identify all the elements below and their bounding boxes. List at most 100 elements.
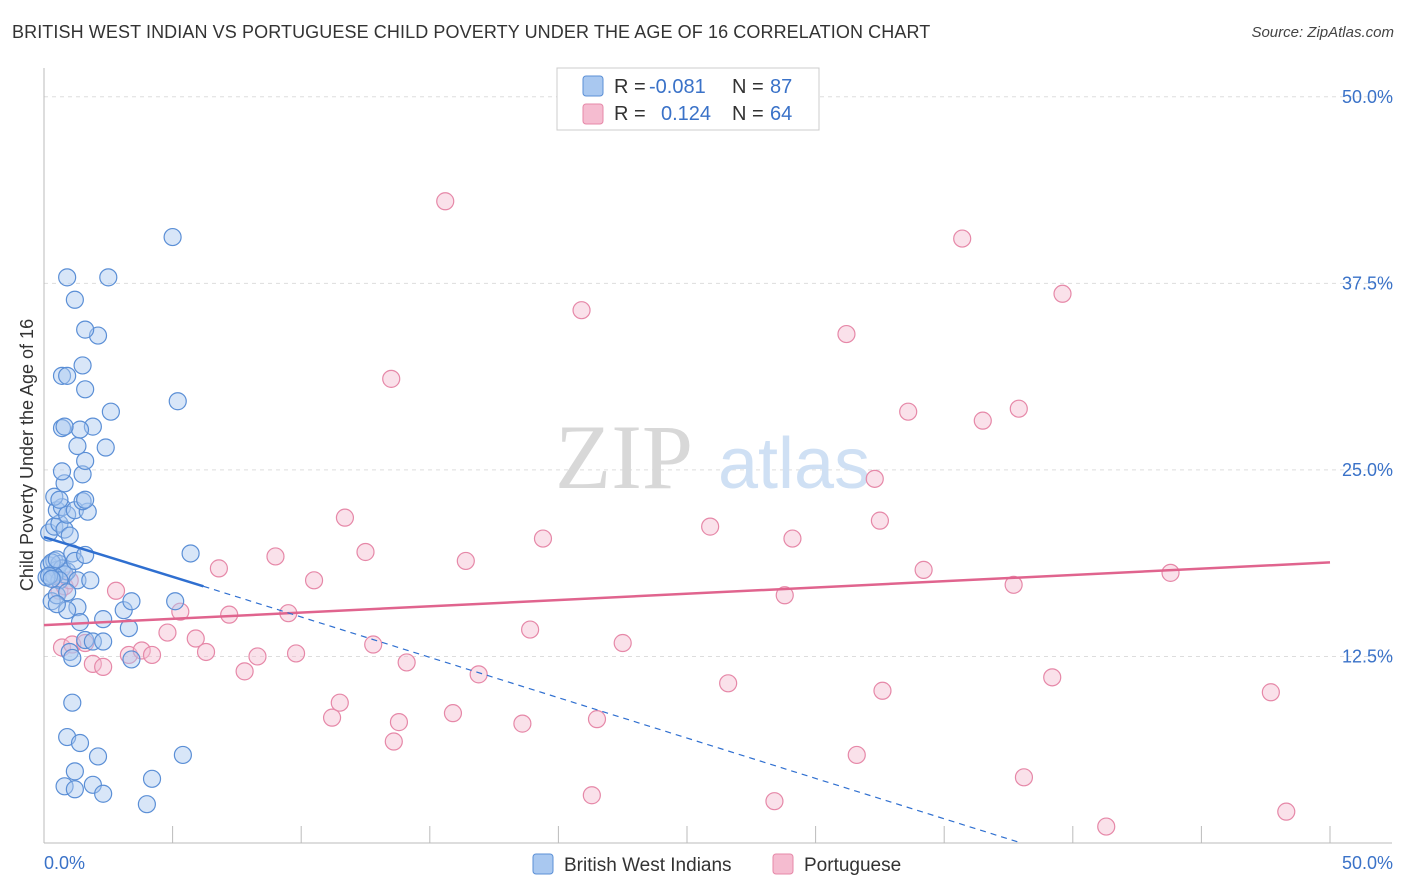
y-tick-label: 12.5% [1342, 646, 1393, 666]
legend-r-label-2: R = [614, 103, 646, 125]
data-point [70, 420, 90, 439]
data-point [158, 623, 177, 642]
data-point [119, 618, 138, 638]
data-point [55, 520, 74, 539]
data-point [1014, 768, 1034, 787]
data-point [83, 775, 102, 794]
legend-n-value-2: 64 [770, 103, 792, 125]
data-point [173, 745, 192, 765]
data-point [1277, 802, 1296, 821]
x-tick-label: 0.0% [44, 853, 85, 873]
data-point [96, 438, 115, 457]
data-point [76, 380, 95, 399]
data-point [1009, 399, 1028, 418]
data-point [364, 635, 383, 654]
data-point [76, 320, 95, 339]
data-point [397, 653, 416, 672]
data-point [186, 629, 205, 648]
data-point [1261, 683, 1280, 702]
data-point [384, 732, 403, 751]
bottom-legend-swatch-blue [532, 853, 554, 875]
chart-title: BRITISH WEST INDIAN VS PORTUGUESE CHILD … [12, 22, 931, 42]
data-point [58, 268, 77, 287]
legend-r-value-1: -0.081 [649, 76, 706, 98]
data-point [837, 324, 856, 344]
y-tick-label: 37.5% [1342, 273, 1393, 293]
data-point [52, 462, 72, 481]
data-point [1053, 284, 1072, 303]
data-point [60, 526, 79, 545]
legend-r-value-2: 0.124 [661, 103, 711, 125]
data-point [171, 602, 190, 621]
data-point [58, 583, 77, 602]
data-point [73, 465, 92, 484]
y-axis-label: Child Poverty Under the Age of 16 [17, 319, 37, 591]
data-point [70, 733, 90, 753]
data-point [335, 508, 355, 527]
legend-n-label-1: N = [732, 76, 764, 98]
data-point [870, 511, 890, 530]
data-point [47, 550, 66, 569]
data-point [286, 644, 306, 663]
data-point [304, 571, 324, 590]
data-point [122, 592, 141, 611]
data-point [196, 642, 216, 662]
data-point [65, 551, 84, 571]
data-point [142, 769, 162, 788]
data-point [322, 708, 342, 727]
data-point [899, 402, 918, 421]
axes: 12.5% 25.0% 37.5% 50.0% 0.0% 50.0% [43, 68, 1393, 873]
trend-lines [43, 535, 1331, 844]
data-point [94, 784, 113, 803]
data-point [76, 451, 95, 471]
data-point [847, 745, 866, 765]
data-point [68, 598, 87, 617]
y-tick-label: 50.0% [1342, 87, 1393, 107]
data-point [973, 411, 992, 430]
data-point [953, 229, 972, 248]
data-point [65, 762, 84, 781]
data-point [765, 792, 784, 811]
data-point [52, 366, 72, 385]
data-point [873, 681, 892, 700]
data-point [137, 795, 156, 814]
data-point [94, 610, 113, 629]
watermark: ZIP atlas [555, 406, 870, 508]
data-point [83, 632, 102, 651]
data-point [865, 469, 884, 488]
data-point [76, 490, 95, 509]
data-point [65, 290, 84, 309]
data-point [456, 551, 475, 571]
data-point [166, 592, 185, 611]
data-point [58, 601, 77, 620]
trend-line-portuguese [43, 561, 1331, 627]
data-point [1004, 575, 1023, 594]
data-point [68, 571, 87, 590]
data-point [63, 648, 82, 668]
data-point [356, 542, 375, 562]
data-point [45, 487, 64, 506]
data-point [181, 544, 200, 563]
bottom-legend-label-1: British West Indians [564, 855, 732, 876]
data-point [775, 586, 794, 605]
data-point [99, 268, 118, 287]
data-points [37, 192, 1296, 836]
data-point [513, 714, 532, 733]
data-point [582, 786, 601, 805]
legend-swatch-pink [582, 103, 604, 125]
data-point [209, 559, 228, 578]
data-point [78, 502, 97, 521]
chart-source: Source: ZipAtlas.com [1251, 24, 1394, 41]
data-point [443, 704, 463, 723]
data-point [83, 654, 102, 674]
data-point [168, 392, 187, 411]
legend-n-value-1: 87 [770, 76, 792, 98]
data-point [330, 693, 349, 712]
data-point [65, 780, 84, 799]
data-point [50, 490, 69, 509]
bottom-legend-swatch-pink [772, 853, 794, 875]
data-point [42, 569, 61, 588]
data-point [533, 529, 553, 548]
data-point [572, 301, 591, 320]
